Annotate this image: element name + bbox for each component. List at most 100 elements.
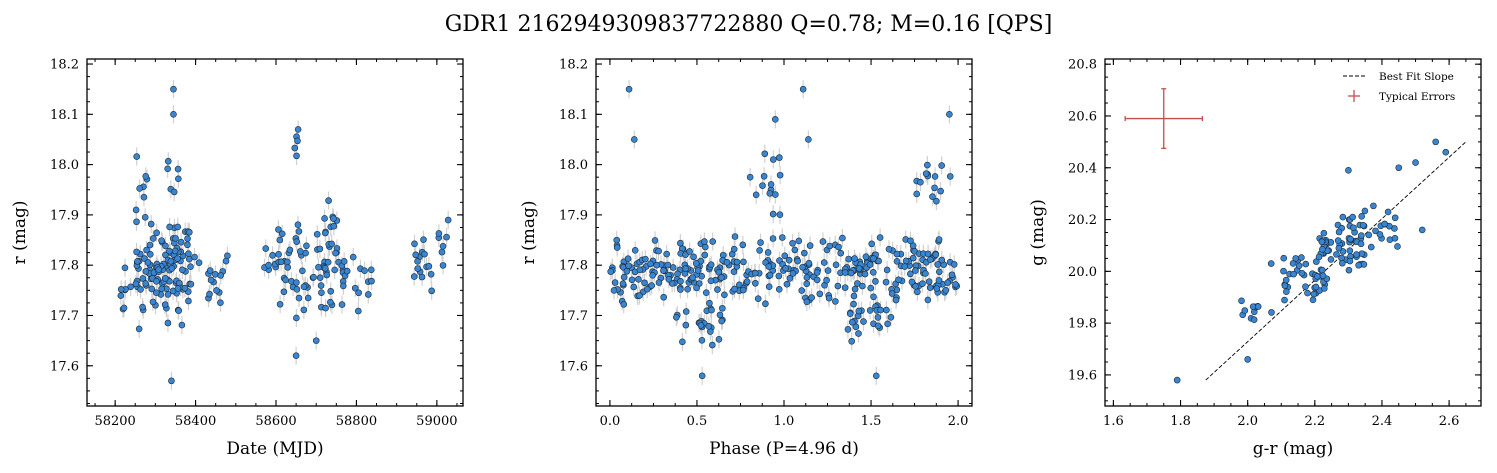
panel-color-magnitude-data-point bbox=[1320, 229, 1328, 237]
panel-phase-folded-data-point bbox=[776, 211, 784, 219]
panel-color-magnitude-x-axis-label: g-r (mag) bbox=[1253, 439, 1334, 459]
panel-lightcurve-data-point bbox=[139, 303, 146, 311]
panel-phase-folded-data-point bbox=[746, 173, 754, 181]
panel-color-magnitude-data-point bbox=[1358, 232, 1365, 239]
panel-color-magnitude-data-point bbox=[1360, 261, 1368, 268]
panel-phase-folded-data-point bbox=[716, 311, 724, 319]
panel-phase-folded-data-point bbox=[851, 285, 859, 293]
panel-phase-folded-data-point bbox=[927, 256, 934, 263]
panel-lightcurve-data-point bbox=[191, 253, 198, 261]
panel-phase-folded-data-point bbox=[653, 261, 661, 269]
panel-phase-folded-data-point bbox=[625, 262, 632, 269]
panel-phase-folded-data-point bbox=[630, 136, 638, 143]
panel-lightcurve-data-point bbox=[327, 298, 334, 306]
panel-phase-folded-data-point bbox=[948, 271, 956, 279]
panel-lightcurve-data-point bbox=[428, 287, 435, 295]
panel-phase-folded-data-point bbox=[907, 237, 914, 245]
panel-phase-folded-data-point bbox=[805, 136, 812, 143]
panel-phase-folded-data-point bbox=[682, 321, 690, 329]
panel-color-magnitude-data-point bbox=[1350, 224, 1357, 232]
panel-lightcurve-data-point bbox=[185, 297, 192, 305]
panel-color-magnitude-data-point bbox=[1333, 251, 1340, 258]
panel-lightcurve-data-point bbox=[355, 307, 362, 315]
panel-lightcurve-data-point bbox=[340, 282, 347, 290]
panel-lightcurve-data-point bbox=[121, 264, 129, 272]
panel-phase-folded-data-point bbox=[607, 268, 615, 275]
panel-phase-folded-data-point bbox=[771, 116, 779, 123]
panel-phase-folded-data-point bbox=[769, 235, 777, 242]
panel-phase-folded-data-point bbox=[937, 187, 944, 195]
panel-phase-folded-data-point bbox=[647, 260, 654, 268]
panel-lightcurve-data-point bbox=[280, 288, 288, 296]
panel-lightcurve-data-point bbox=[134, 258, 141, 265]
panel-lightcurve-data-point bbox=[323, 271, 331, 279]
panel-color-magnitude-x-tick-label: 1.6 bbox=[1103, 414, 1124, 429]
panel-color-magnitude-x-tick-label: 2.4 bbox=[1372, 414, 1393, 429]
panel-phase-folded-data-point bbox=[901, 263, 909, 270]
panel-phase-folded-data-point bbox=[730, 245, 738, 253]
panel-lightcurve-data-point bbox=[414, 265, 422, 272]
panel-phase-folded-data-point bbox=[708, 306, 715, 314]
panel-phase-folded-data-point bbox=[765, 283, 773, 290]
panel-color-magnitude-data-point bbox=[1346, 247, 1354, 255]
panel-lightcurve-data-point bbox=[338, 301, 346, 308]
panel-lightcurve-data-point bbox=[148, 285, 156, 293]
panel-phase-folded-data-point bbox=[848, 318, 856, 326]
panel-lightcurve-data-point bbox=[174, 255, 181, 262]
panel-phase-folded-data-point bbox=[775, 272, 783, 280]
panel-color-magnitude-x-tick-label: 2.2 bbox=[1304, 414, 1325, 429]
panel-color-magnitude-data-point bbox=[1304, 289, 1311, 297]
panel-lightcurve-data-point bbox=[158, 237, 165, 244]
panel-color-magnitude-data-point bbox=[1345, 167, 1352, 174]
panel-lightcurve-data-point bbox=[303, 242, 310, 250]
panel-color-magnitude-data-point bbox=[1280, 267, 1287, 275]
panel-phase-folded-data-point bbox=[867, 284, 875, 292]
panel-phase-folded-data-point bbox=[692, 259, 700, 267]
panel-lightcurve-y-tick-label: 17.9 bbox=[50, 208, 79, 223]
panel-lightcurve-data-point bbox=[438, 248, 446, 256]
panel-phase-folded-data-point bbox=[866, 261, 874, 268]
panel-lightcurve-data-point bbox=[435, 230, 443, 237]
panel-phase-folded-data-point bbox=[946, 111, 953, 118]
panel-lightcurve-data-point bbox=[170, 111, 177, 118]
panel-phase-folded-data-point bbox=[613, 236, 621, 244]
panel-phase-folded-data-point bbox=[799, 85, 807, 93]
panel-color-magnitude-data-point bbox=[1241, 307, 1249, 314]
panel-phase-folded-data-point bbox=[832, 298, 839, 305]
panel-phase-folded-data-point bbox=[648, 282, 655, 289]
panel-lightcurve-data-point bbox=[313, 230, 321, 238]
panel-color-magnitude-data-point bbox=[1335, 228, 1343, 236]
panel-lightcurve-data-point bbox=[284, 264, 292, 271]
panel-lightcurve-data-point bbox=[276, 300, 284, 308]
panel-color-magnitude-x-tick-label: 2.6 bbox=[1439, 414, 1460, 429]
panel-color-magnitude-data-point bbox=[1391, 214, 1399, 222]
panel-lightcurve-data-point bbox=[269, 252, 276, 259]
panel-lightcurve-data-point bbox=[185, 250, 192, 258]
panel-lightcurve-data-point bbox=[161, 301, 169, 308]
panel-phase-folded-data-point bbox=[893, 250, 901, 258]
panel-color-magnitude-data-point bbox=[1349, 213, 1356, 221]
panel-phase-folded-data-point bbox=[848, 337, 855, 345]
panel-lightcurve-data-point bbox=[332, 249, 339, 257]
panel-phase-folded-data-point bbox=[743, 278, 751, 285]
panel-color-magnitude-data-point bbox=[1335, 244, 1343, 252]
panel-color-magnitude-data-point bbox=[1302, 260, 1310, 268]
panel-lightcurve-data-point bbox=[365, 291, 372, 298]
panel-phase-folded-data-point bbox=[887, 314, 895, 321]
panel-lightcurve-data-point bbox=[425, 262, 433, 270]
panel-lightcurve-data-point bbox=[304, 294, 312, 302]
panel-color-magnitude-data-point bbox=[1384, 208, 1392, 216]
panel-phase-folded-data-point bbox=[731, 233, 739, 240]
panel-phase-folded-data-point bbox=[706, 299, 713, 307]
panel-phase-folded-data-point bbox=[834, 282, 842, 290]
panel-lightcurve-data-point bbox=[277, 258, 285, 266]
panel-lightcurve-data-point bbox=[207, 276, 215, 284]
panel-phase-folded-data-point bbox=[922, 170, 930, 177]
panel-lightcurve-data-point bbox=[153, 278, 160, 285]
panel-lightcurve-data-point bbox=[174, 285, 182, 292]
panel-lightcurve-data-point bbox=[328, 240, 335, 248]
panel-lightcurve-data-point bbox=[412, 251, 419, 259]
panel-phase-folded-data-point bbox=[826, 242, 834, 250]
panel-lightcurve-data-point bbox=[174, 223, 182, 231]
